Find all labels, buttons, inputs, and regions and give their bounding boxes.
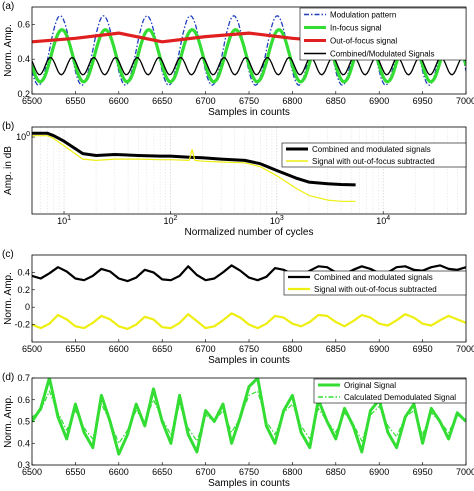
- y-axis-label: Norm. Amp.: [3, 272, 14, 325]
- y-tick-label: -0.2: [14, 320, 30, 330]
- x-tick-label: 6500: [22, 96, 42, 106]
- x-tick-label: 101: [57, 215, 71, 226]
- y-tick-label: 0.2: [17, 285, 30, 295]
- y-axis-label: Norm. Amp.: [3, 24, 14, 77]
- legend: Original Signal Calculated Demodulated Si…: [313, 378, 467, 404]
- series-group: [32, 264, 466, 330]
- x-tick-label: 7000: [456, 96, 474, 106]
- legend-entry-2: In-focus signal: [330, 24, 382, 33]
- legend-entry-2: Signal with out-of-focus subtracted: [312, 157, 435, 166]
- series-line-1: [32, 15, 466, 86]
- panel-label: (a): [2, 1, 14, 12]
- series-line-2: [32, 135, 356, 202]
- x-tick-label: 102: [163, 215, 177, 226]
- x-tick-label: 6550: [65, 96, 85, 106]
- series-group: [32, 378, 466, 456]
- legend-entry-3: Out-of-focus signal: [330, 37, 397, 46]
- legend-entry-1: Modulation pattern: [330, 11, 396, 20]
- legend-entry-4: Combined/Modulated Signals: [330, 50, 435, 59]
- x-tick-label: 6600: [109, 344, 129, 354]
- series-line-1: [32, 378, 466, 456]
- x-tick-label: 6650: [152, 96, 172, 106]
- chart-panel-4: 6500 6550 6600 6650 6700 6750 6800 6850 6900 6950…: [2, 372, 474, 489]
- series-line-1: [32, 131, 356, 187]
- x-tick-label: 6650: [152, 467, 172, 477]
- x-tick-label: 6700: [196, 344, 216, 354]
- x-tick-label: 6550: [65, 467, 85, 477]
- x-tick-label: 6750: [239, 467, 259, 477]
- x-axis-label: Samples in counts: [208, 355, 290, 366]
- x-tick-label: 6700: [196, 467, 216, 477]
- legend-entry-2: Calculated Demodulated Signal: [344, 393, 456, 402]
- y-axis-label: Norm. Amp.: [3, 395, 14, 448]
- chart-panel-1: 6500 6550 6600 6650 6700 6750 6800 6850 6900 6950…: [2, 1, 474, 118]
- y-axis-label: Amp. in dB: [3, 146, 14, 195]
- y-tick-label: 0.3: [17, 460, 30, 470]
- plot-frame: [31, 126, 467, 215]
- series-line-2: [32, 390, 466, 444]
- y-tick-label: 0: [25, 302, 30, 312]
- x-tick-label: 6800: [282, 344, 302, 354]
- legend-entry-1: Combined and modulated signals: [314, 273, 433, 282]
- series-line-4: [32, 56, 466, 76]
- legend-entry-2: Signal with out-of-focus subtracted: [314, 285, 437, 294]
- x-tick-label: 103: [270, 215, 284, 226]
- x-tick-label: 6800: [282, 96, 302, 106]
- legend: Modulation pattern In-focus signal Out-of-…: [299, 7, 467, 61]
- chart-panel-3: 6500 6550 6600 6650 6700 6750 6800 6850 6900 6950…: [2, 249, 474, 366]
- x-tick-label: 6950: [413, 467, 433, 477]
- grid-lines: [31, 127, 467, 214]
- plot-frame: [31, 254, 467, 343]
- y-tick-label: 0.7: [17, 373, 30, 383]
- y-tick-label: 0.2: [17, 89, 30, 99]
- y-tick-label: 0.6: [17, 395, 30, 405]
- x-tick-label: 6650: [152, 344, 172, 354]
- x-tick-label: 6900: [369, 467, 389, 477]
- x-tick-label: 7000: [456, 344, 474, 354]
- y-tick-label: 100: [16, 131, 30, 142]
- x-tick-label: 6750: [239, 344, 259, 354]
- x-axis-label: Samples in counts: [208, 478, 290, 489]
- x-tick-label: 6550: [65, 344, 85, 354]
- x-tick-label: 104: [376, 215, 390, 226]
- x-tick-label: 6850: [326, 467, 346, 477]
- x-tick-label: 6600: [109, 467, 129, 477]
- x-tick-label: 6850: [326, 96, 346, 106]
- series-line-2: [32, 312, 466, 330]
- y-tick-label: 0.6: [17, 19, 30, 29]
- x-tick-label: 6950: [413, 344, 433, 354]
- legend: Combined and modulated signals Signal wit…: [281, 142, 467, 168]
- x-tick-label: 6800: [282, 467, 302, 477]
- y-tick-label: 0.4: [17, 267, 30, 277]
- legend-entry-1: Combined and modulated signals: [312, 145, 431, 154]
- x-tick-label: 6750: [239, 96, 259, 106]
- y-tick-label: 0.5: [17, 417, 30, 427]
- panel-label: (c): [2, 249, 14, 260]
- legend: Combined and modulated signals Signal wit…: [283, 270, 467, 296]
- series-line-2: [32, 28, 466, 84]
- x-tick-label: 6900: [369, 96, 389, 106]
- y-tick-label: 0.4: [17, 438, 30, 448]
- x-tick-label: 6700: [196, 96, 216, 106]
- x-tick-label: 6500: [22, 344, 42, 354]
- x-tick-label: 7000: [456, 467, 474, 477]
- x-tick-label: 6900: [369, 344, 389, 354]
- chart-panel-2: 101 102 103 104 100 Normalized number of cycl…: [2, 121, 467, 238]
- x-tick-label: 6600: [109, 96, 129, 106]
- series-line-1: [32, 264, 466, 283]
- x-tick-label: 6500: [22, 467, 42, 477]
- y-tick-label: 0.4: [17, 54, 30, 64]
- panel-label: (b): [2, 121, 14, 132]
- x-axis-label: Samples in counts: [208, 107, 290, 118]
- x-tick-label: 6950: [413, 96, 433, 106]
- x-axis-label: Normalized number of cycles: [185, 227, 314, 238]
- legend-entry-1: Original Signal: [344, 381, 396, 390]
- x-tick-label: 6850: [326, 344, 346, 354]
- panel-label: (d): [2, 372, 14, 383]
- series-group: [32, 131, 356, 202]
